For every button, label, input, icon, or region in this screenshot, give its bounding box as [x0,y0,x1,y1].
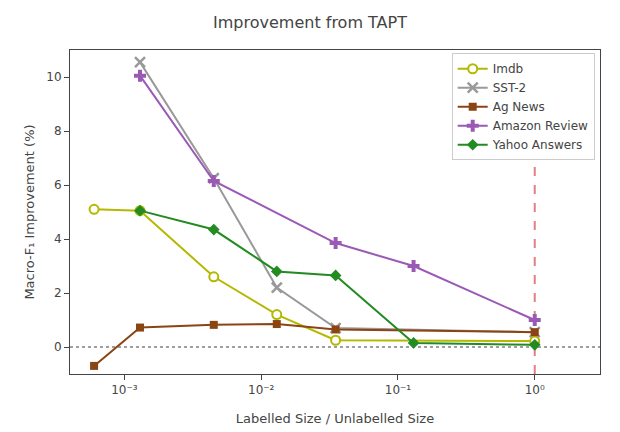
svg-text:Macro-F₁ Improvement (%): Macro-F₁ Improvement (%) [22,124,37,299]
svg-text:2: 2 [54,286,62,300]
svg-text:Amazon Review: Amazon Review [493,119,588,133]
svg-text:0: 0 [54,340,62,354]
svg-text:Ag News: Ag News [493,100,545,114]
svg-text:10⁻¹: 10⁻¹ [385,383,412,397]
svg-text:10⁻³: 10⁻³ [111,383,138,397]
svg-text:Labelled Size / Unlabelled Siz: Labelled Size / Unlabelled Size [236,411,434,426]
svg-text:10: 10 [46,70,61,84]
svg-text:10⁻²: 10⁻² [248,383,275,397]
svg-text:Yahoo Answers: Yahoo Answers [492,138,583,152]
svg-text:SST-2: SST-2 [493,81,526,95]
svg-text:Imdb: Imdb [493,62,523,76]
svg-text:6: 6 [54,178,62,192]
svg-text:4: 4 [54,232,62,246]
svg-text:10⁰: 10⁰ [525,383,545,397]
svg-text:Improvement from TAPT: Improvement from TAPT [213,13,407,32]
svg-text:8: 8 [54,124,62,138]
